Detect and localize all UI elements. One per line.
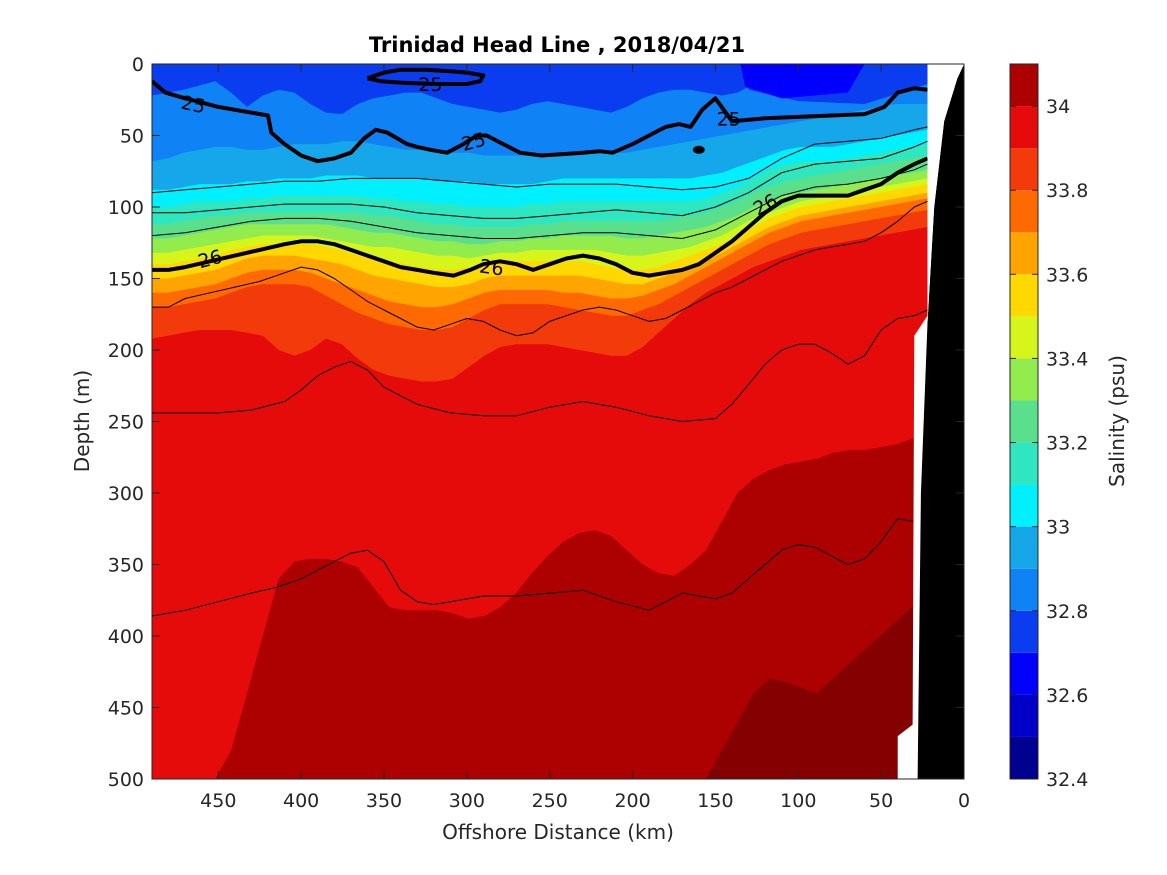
colorbar-label: Salinity (psu) — [1105, 355, 1129, 487]
contour-line-5 — [152, 163, 928, 239]
colorbar-level-12 — [1010, 232, 1038, 275]
colorbar-level-0 — [1010, 736, 1038, 779]
contour-line-7 — [152, 309, 928, 422]
y-tick-label-3: 150 — [108, 269, 144, 291]
y-tick-label-4: 200 — [108, 340, 144, 362]
x-tick-label-4: 250 — [532, 790, 568, 812]
contour-label-3: 25 — [717, 108, 741, 130]
x-tick-label-7: 100 — [780, 790, 816, 812]
y-tick-label-5: 250 — [108, 412, 144, 434]
x-tick-label-5: 200 — [614, 790, 650, 812]
contour-line-3 — [152, 126, 928, 194]
colorbar-level-13 — [1010, 190, 1038, 233]
salinity-band-13 — [152, 435, 928, 779]
colorbar-level-5 — [1010, 526, 1038, 569]
y-tick-label-1: 50 — [120, 126, 144, 148]
x-tick-label-6: 150 — [697, 790, 733, 812]
colorbar-level-2 — [1010, 652, 1038, 695]
y-tick-label-9: 450 — [108, 698, 144, 720]
y-tick-label-6: 300 — [108, 483, 144, 505]
colorbar-level-1 — [1010, 694, 1038, 737]
colorbar-tick-label-5: 33 — [1046, 517, 1070, 539]
contour-label-0: 25 — [179, 92, 207, 119]
colorbar-tick-label-1: 33.8 — [1046, 180, 1088, 202]
contour-line-4 — [152, 140, 928, 219]
colorbar-level-9 — [1010, 358, 1038, 401]
x-axis-ticks: 450 400 350 300 250 200 150 100 50 0 — [200, 64, 970, 812]
x-tick-label-9: 0 — [958, 790, 970, 812]
salinity-patch-fresh — [740, 64, 865, 99]
x-tick-label-3: 300 — [449, 790, 485, 812]
colorbar-tick-label-4: 33.2 — [1046, 433, 1088, 455]
y-tick-label-7: 350 — [108, 555, 144, 577]
chart-title: Trinidad Head Line , 2018/04/21 — [369, 33, 745, 57]
contour-blob — [692, 145, 705, 154]
colorbar-level-15 — [1010, 106, 1038, 149]
colorbar-tick-label-3: 33.4 — [1046, 348, 1088, 370]
colorbar-tick-label-2: 33.6 — [1046, 264, 1088, 286]
y-tick-label-2: 100 — [108, 197, 144, 219]
x-tick-label-2: 350 — [366, 790, 402, 812]
contour-line-2 — [152, 156, 929, 278]
colorbar-level-10 — [1010, 316, 1038, 359]
contour-line-6 — [152, 200, 928, 337]
colorbar-tick-label-8: 32.4 — [1046, 769, 1088, 791]
land-wedge — [917, 64, 964, 779]
colorbar-level-16 — [1010, 64, 1038, 107]
colorbar-level-4 — [1010, 568, 1038, 611]
y-tick-label-8: 400 — [108, 626, 144, 648]
land-mask — [897, 64, 964, 779]
colorbar-tick-label-0: 34 — [1046, 96, 1070, 118]
y-tick-label-10: 500 — [108, 769, 144, 791]
no-data-gap — [897, 64, 964, 779]
colorbar-level-6 — [1010, 484, 1038, 527]
x-tick-label-0: 450 — [200, 790, 236, 812]
colorbar-level-8 — [1010, 400, 1038, 443]
y-axis-ticks: 0 50 100 150 200 250 300 350 400 450 500 — [108, 54, 964, 791]
colorbar: 34 33.8 33.6 33.4 33.2 33 32.8 32.6 32.4 — [1009, 63, 1088, 791]
contour-line-0 — [152, 79, 928, 164]
contour-line-1 — [366, 67, 486, 86]
contour-label-5: 26 — [478, 255, 505, 280]
x-tick-label-8: 50 — [869, 790, 893, 812]
y-axis-label: Depth (m) — [70, 370, 94, 472]
contour-line-8 — [152, 518, 928, 617]
x-axis-label: Offshore Distance (km) — [442, 820, 674, 844]
x-tick-label-1: 400 — [283, 790, 319, 812]
contour-label-1: 25 — [418, 74, 442, 96]
colorbar-tick-label-6: 32.8 — [1046, 601, 1088, 623]
salinity-field — [152, 64, 928, 779]
colorbar-tick-label-7: 32.6 — [1046, 685, 1088, 707]
colorbar-level-14 — [1010, 148, 1038, 191]
colorbar-level-3 — [1010, 610, 1038, 653]
density-contours — [152, 67, 929, 617]
y-tick-label-0: 0 — [132, 54, 144, 76]
colorbar-level-11 — [1010, 274, 1038, 317]
colorbar-frame — [1009, 63, 1039, 780]
colorbar-level-7 — [1010, 442, 1038, 485]
salinity-band-14 — [152, 596, 928, 779]
